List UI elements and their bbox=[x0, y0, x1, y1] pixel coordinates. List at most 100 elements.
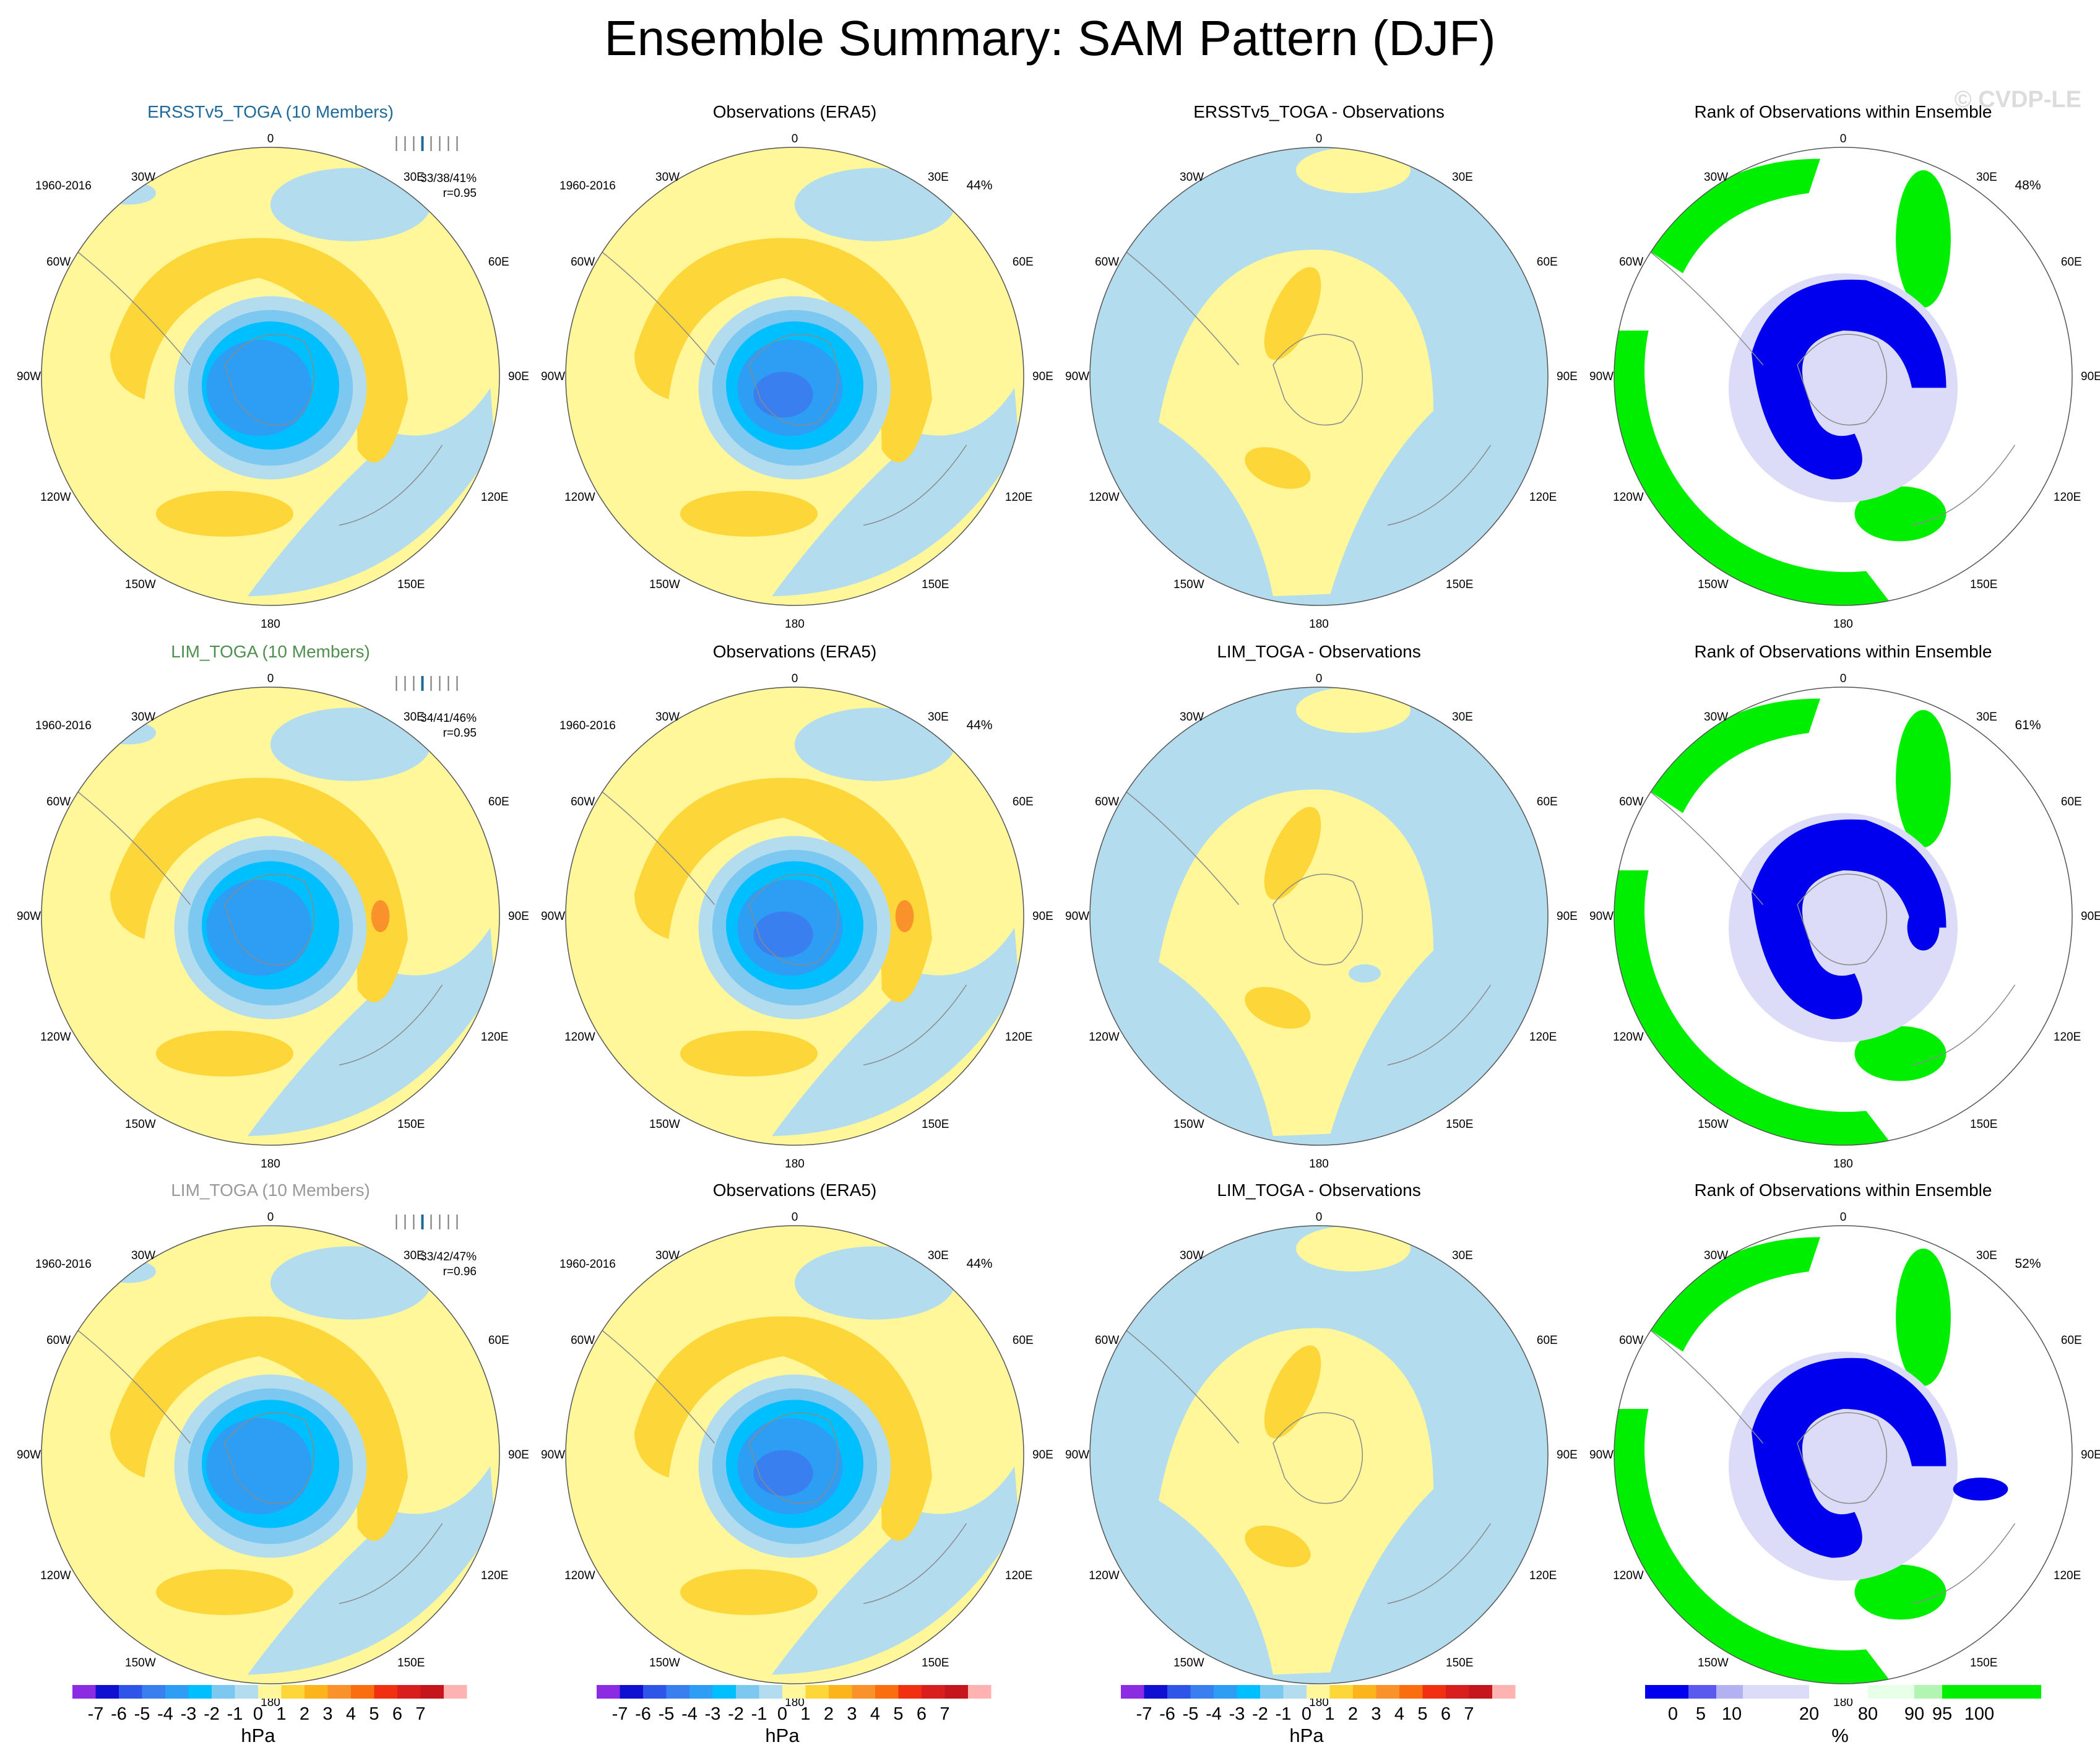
lon-label-bl: 150W bbox=[125, 1118, 156, 1131]
field-negative-small bbox=[101, 721, 157, 745]
lon-label-tl: 30W bbox=[1704, 1249, 1728, 1262]
colorbar-tick-label: -4 bbox=[681, 1704, 698, 1724]
field-core-level-4 bbox=[753, 911, 813, 958]
lon-label-t: 0 bbox=[792, 132, 798, 145]
lon-label-b: 180 bbox=[261, 1696, 280, 1709]
rank-blue-core bbox=[1752, 819, 1947, 1020]
australia-coastline bbox=[863, 1523, 967, 1605]
lon-label-lr: 120E bbox=[1529, 1031, 1557, 1044]
field-negative-top-region bbox=[795, 168, 955, 241]
colorbar-tick-label: 7 bbox=[940, 1704, 949, 1724]
field-negative-edge-region bbox=[248, 388, 495, 597]
lon-label-t: 0 bbox=[792, 672, 798, 685]
colorbar-swatch bbox=[1376, 1685, 1399, 1699]
colorbar-swatch bbox=[922, 1685, 945, 1699]
lon-label-b: 180 bbox=[1309, 1696, 1329, 1709]
colorbar-swatch bbox=[142, 1685, 165, 1699]
colorbar-tick-label: 4 bbox=[870, 1704, 880, 1724]
colorbar-swatch bbox=[327, 1685, 351, 1699]
colorbar-swatch bbox=[1716, 1685, 1743, 1699]
colorbar-2: -7 -6 -5 -4 -3 -2 -1 0 1 2 3 4 5 6 7 hPa bbox=[597, 1685, 992, 1746]
period-label: 1960-2016 bbox=[35, 719, 92, 732]
south-america-coastline bbox=[600, 789, 715, 905]
lon-label-br: 150E bbox=[1446, 578, 1473, 591]
map-panel-11: LIM_TOGA - Observations 0 30W 30E 60W 60E 90W 9… bbox=[1065, 1180, 1578, 1709]
colorbar-swatch bbox=[1422, 1685, 1446, 1699]
colorbar-tick-label: 10 bbox=[1722, 1704, 1742, 1724]
map-field bbox=[41, 1226, 499, 1684]
lon-label-ul: 60W bbox=[1095, 1334, 1119, 1347]
map-border bbox=[1614, 147, 2073, 606]
field-negative-small bbox=[101, 1260, 157, 1283]
colorbar-tick-label: -4 bbox=[157, 1704, 173, 1724]
australia-coastline bbox=[1911, 984, 2016, 1066]
colorbar-swatch bbox=[397, 1685, 421, 1699]
colorbar-swatch bbox=[1492, 1685, 1516, 1699]
map-field bbox=[1090, 687, 1548, 1145]
colorbar-tick-label: -5 bbox=[1183, 1704, 1199, 1724]
lon-label-tr: 30E bbox=[928, 711, 949, 724]
colorbar-swatch bbox=[1237, 1685, 1260, 1699]
rank-blue-core bbox=[1752, 1358, 1947, 1558]
lon-label-bl: 150W bbox=[1173, 1657, 1204, 1670]
colorbar-tick-label: -7 bbox=[1136, 1704, 1152, 1724]
colorbar-swatch bbox=[643, 1685, 667, 1699]
colorbar-tick-label: -3 bbox=[1229, 1704, 1245, 1724]
colorbar-tick-label: 1 bbox=[800, 1704, 810, 1724]
lon-label-tl: 30W bbox=[131, 171, 155, 184]
south-america-coastline bbox=[1648, 1328, 1764, 1444]
colorbar-swatch bbox=[1914, 1685, 1942, 1699]
field-negative-edge-region bbox=[772, 1466, 1019, 1675]
lon-label-r: 90E bbox=[2081, 370, 2100, 383]
colorbar-unit: hPa bbox=[241, 1725, 275, 1746]
rank-green-lower bbox=[1854, 1564, 1947, 1620]
colorbar-swatch bbox=[165, 1685, 189, 1699]
rank-green-upper-left bbox=[1648, 158, 1820, 274]
lon-label-r: 90E bbox=[508, 1449, 529, 1462]
lon-label-ur: 60E bbox=[2061, 256, 2082, 269]
antarctica-coastline bbox=[224, 873, 315, 966]
lon-label-tr: 30E bbox=[404, 711, 425, 724]
map-panel-1: ERSSTv5_TOGA (10 Members) 0 30W 30E 60W 60E 90… bbox=[17, 102, 529, 631]
colorbar-tick-label: -1 bbox=[227, 1704, 243, 1724]
field-negative-edge-region bbox=[772, 927, 1019, 1137]
lon-label-bl: 150W bbox=[1698, 1118, 1729, 1131]
field-positive-ring bbox=[634, 238, 932, 463]
lon-label-ur: 60E bbox=[1013, 1334, 1034, 1347]
lon-label-ll: 120W bbox=[1613, 1569, 1644, 1582]
map-border bbox=[1614, 1225, 2073, 1684]
lon-label-t: 0 bbox=[1840, 1211, 1847, 1224]
lon-label-t: 0 bbox=[792, 1211, 798, 1224]
south-america-coastline bbox=[1648, 789, 1764, 905]
colorbar-unit: hPa bbox=[1289, 1725, 1324, 1746]
antarctica-coastline bbox=[1273, 1412, 1363, 1504]
panel-title: ERSSTv5_TOGA (10 Members) bbox=[147, 102, 394, 121]
rank-blue-spot bbox=[1953, 1478, 2008, 1501]
colorbar-swatch bbox=[1446, 1685, 1469, 1699]
colorbar-tick-label: 7 bbox=[1464, 1704, 1474, 1724]
colorbar-swatch bbox=[1144, 1685, 1167, 1699]
south-america-coastline bbox=[1124, 789, 1240, 905]
field-negative-small bbox=[101, 181, 157, 205]
lon-label-ur: 60E bbox=[488, 256, 509, 269]
lon-label-t: 0 bbox=[1316, 132, 1323, 145]
stat-correlation: r=0.96 bbox=[443, 1265, 477, 1278]
field-negative-top-region bbox=[795, 1246, 955, 1320]
panel-title: Observations (ERA5) bbox=[713, 102, 877, 121]
colorbar-tick-label: -6 bbox=[111, 1704, 127, 1724]
colorbar-swatch bbox=[1307, 1685, 1330, 1699]
south-america-coastline bbox=[600, 249, 715, 365]
lon-label-tl: 30W bbox=[655, 711, 680, 724]
rank-blue-core bbox=[1752, 279, 1947, 480]
australia-coastline bbox=[1387, 984, 1492, 1066]
lon-label-ll: 120W bbox=[564, 1569, 595, 1582]
colorbar-tick-label: 5 bbox=[893, 1704, 903, 1724]
colorbar-swatch bbox=[119, 1685, 142, 1699]
field-positive-ring bbox=[110, 238, 408, 463]
lon-label-t: 0 bbox=[1840, 672, 1847, 685]
lon-label-br: 150E bbox=[1970, 578, 1997, 591]
diff-positive-top bbox=[1296, 147, 1411, 193]
percent-label: 52% bbox=[2015, 1257, 2041, 1271]
colorbar-tick-label: 0 bbox=[1302, 1704, 1311, 1724]
period-label: 1960-2016 bbox=[35, 1258, 92, 1271]
